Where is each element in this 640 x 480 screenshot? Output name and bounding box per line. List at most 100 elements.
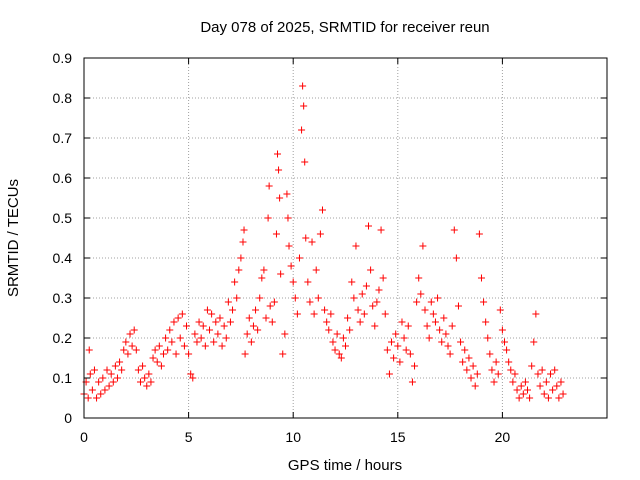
data-point (168, 338, 176, 346)
data-point (488, 366, 496, 374)
data-point (398, 318, 406, 326)
data-point (329, 338, 337, 346)
data-point (463, 366, 471, 374)
data-point (335, 350, 343, 358)
data-point (143, 382, 151, 390)
data-point (507, 366, 515, 374)
data-point (438, 338, 446, 346)
data-point (446, 350, 454, 358)
axis-ticks (83, 57, 607, 419)
data-point (206, 326, 214, 334)
data-point (105, 382, 113, 390)
data-point (153, 358, 161, 366)
data-point (90, 366, 98, 374)
x-tick-label: 5 (185, 429, 193, 445)
y-tick-label: 0.3 (53, 290, 73, 306)
data-point (281, 330, 289, 338)
data-point (557, 378, 565, 386)
data-point (362, 282, 370, 290)
data-point (450, 226, 458, 234)
data-point (93, 394, 101, 402)
data-point (308, 238, 316, 246)
data-point (214, 330, 222, 338)
data-point (547, 370, 555, 378)
data-point (521, 378, 529, 386)
data-point (551, 366, 559, 374)
data-point (268, 318, 276, 326)
data-point (526, 394, 534, 402)
data-point (270, 298, 278, 306)
data-point (216, 314, 224, 322)
data-point (275, 166, 283, 174)
data-point (157, 362, 165, 370)
data-point (212, 318, 220, 326)
x-tick-label: 20 (495, 429, 511, 445)
data-point (530, 338, 538, 346)
data-point (350, 294, 358, 302)
data-point (559, 390, 567, 398)
data-point (482, 318, 490, 326)
data-point (337, 354, 345, 362)
data-point (544, 394, 552, 402)
y-tick-label: 0.5 (53, 210, 73, 226)
data-point (434, 294, 442, 302)
data-point (406, 350, 414, 358)
data-point (191, 330, 199, 338)
data-point (240, 226, 248, 234)
data-point (408, 378, 416, 386)
data-point (365, 222, 373, 230)
x-tick-label: 15 (390, 429, 406, 445)
data-point (233, 294, 241, 302)
data-point (473, 370, 481, 378)
data-point (265, 182, 273, 190)
data-point (299, 82, 307, 90)
data-point (553, 382, 561, 390)
y-tick-label: 0.1 (53, 370, 73, 386)
data-point (134, 366, 142, 374)
data-point (431, 318, 439, 326)
data-point (321, 306, 329, 314)
data-point (128, 342, 136, 350)
data-point (147, 378, 155, 386)
y-tick-label: 0 (64, 410, 72, 426)
data-point (498, 326, 506, 334)
data-point (178, 310, 186, 318)
data-point (295, 254, 303, 262)
data-point (284, 214, 292, 222)
data-point (122, 338, 130, 346)
data-point (344, 314, 352, 322)
data-point (247, 338, 255, 346)
data-point (272, 230, 280, 238)
y-tick-label: 0.7 (53, 130, 73, 146)
data-point (354, 306, 362, 314)
data-point (130, 326, 138, 334)
y-tick-label: 0.9 (53, 50, 73, 66)
data-point (369, 302, 377, 310)
data-point (532, 310, 540, 318)
data-point (536, 382, 544, 390)
data-point (477, 274, 485, 282)
data-point (262, 314, 270, 322)
data-point (95, 378, 103, 386)
data-point (229, 306, 237, 314)
data-point (97, 390, 105, 398)
x-axis-title: GPS time / hours (288, 457, 402, 474)
data-point (141, 374, 149, 382)
data-point (189, 374, 197, 382)
y-tick-label: 0.8 (53, 90, 73, 106)
data-point (302, 234, 310, 242)
data-point (277, 270, 285, 278)
data-point (469, 362, 477, 370)
data-point (172, 350, 180, 358)
data-point (237, 254, 245, 262)
data-point (505, 358, 513, 366)
data-point (109, 378, 117, 386)
data-point (383, 346, 391, 354)
data-point (101, 386, 109, 394)
data-point (243, 330, 251, 338)
data-point (388, 338, 396, 346)
data-point (258, 274, 266, 282)
plot-frame (83, 57, 608, 419)
y-axis-title: SRMTID / TECUs (5, 179, 22, 297)
data-point (339, 334, 347, 342)
